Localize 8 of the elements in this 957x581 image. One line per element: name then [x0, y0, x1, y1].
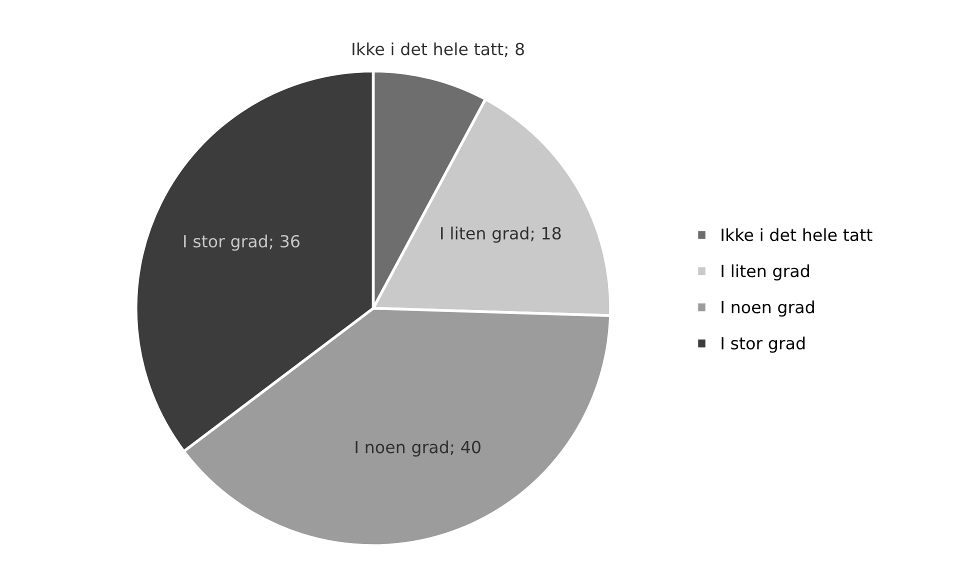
data-label: I noen grad; 40: [356, 440, 480, 457]
legend-label: I liten grad: [722, 264, 809, 280]
legend-label: I stor grad: [722, 336, 805, 353]
data-label: Ikke i det hele tatt; 8: [352, 42, 524, 58]
legend-label: Ikke i det hele tatt: [722, 228, 872, 242]
data-label: I liten grad; 18: [441, 226, 561, 243]
legend-label: I noen grad: [722, 300, 814, 317]
data-label: I stor grad; 36: [184, 234, 300, 251]
